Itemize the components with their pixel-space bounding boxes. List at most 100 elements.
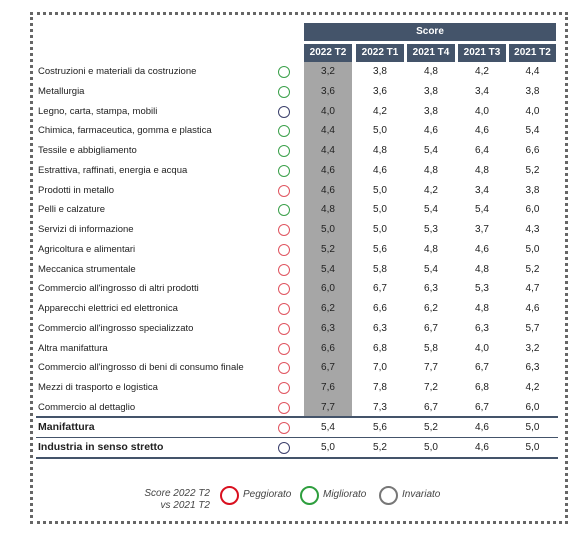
score-cell: 4,8 <box>373 145 387 157</box>
row-label: Manifattura <box>38 421 95 433</box>
score-cell: 3,7 <box>475 224 489 236</box>
row-label: Apparecchi elettrici ed elettronica <box>38 303 178 315</box>
score-cell: 4,7 <box>525 283 540 295</box>
row-label: Meccanica strumentale <box>38 263 136 275</box>
row-label: Tessile e abbigliamento <box>38 145 137 157</box>
score-cell: 4,2 <box>373 105 387 117</box>
status-circle <box>278 422 290 434</box>
frame <box>30 12 568 524</box>
score-cell: 5,3 <box>475 283 489 295</box>
score-cell: 4,3 <box>525 224 540 236</box>
legend-label: Invariato <box>402 489 441 500</box>
column-header: 2021 T3 <box>458 44 506 62</box>
status-circle <box>278 145 290 158</box>
score-cell: 5,2 <box>424 422 438 433</box>
score-cell: 3,4 <box>475 184 489 196</box>
score-cell: 6,6 <box>321 342 335 354</box>
legend-label: Peggiorato <box>243 489 292 500</box>
legend-label: Migliorato <box>323 489 367 500</box>
status-circle <box>278 164 290 177</box>
score-cell: 6,3 <box>424 283 438 295</box>
row-label: Servizi di informazione <box>38 224 134 236</box>
score-cell: 4,6 <box>475 442 489 453</box>
score-cell: 5,4 <box>321 422 335 433</box>
separator <box>36 457 558 459</box>
separator <box>36 437 558 438</box>
score-cell: 6,7 <box>321 362 335 374</box>
score-cell: 4,4 <box>321 125 335 137</box>
row-label: Mezzi di trasporto e logistica <box>38 382 158 394</box>
status-circle <box>278 342 290 355</box>
status-circle <box>278 224 290 237</box>
score-cell: 4,8 <box>424 66 438 77</box>
status-circle <box>278 283 290 296</box>
score-cell: 6,3 <box>475 322 489 334</box>
status-circle <box>278 85 290 98</box>
score-cell: 5,2 <box>525 263 540 275</box>
row-label: Commercio al dettaglio <box>38 401 136 413</box>
column-header: 2021 T4 <box>407 44 455 62</box>
status-circle <box>278 382 290 395</box>
score-cell: 7,0 <box>373 362 387 374</box>
score-cell: 6,3 <box>525 362 540 374</box>
score-cell: 5,0 <box>321 224 335 236</box>
score-cell: 6,4 <box>475 145 489 157</box>
score-cell: 5,2 <box>321 243 335 255</box>
score-cell: 5,4 <box>321 263 335 275</box>
score-cell: 4,6 <box>525 303 540 315</box>
score-cell: 6,7 <box>475 362 489 374</box>
score-cell: 5,6 <box>373 243 387 255</box>
super-header: Score <box>304 23 556 41</box>
legend-title-line: Score 2022 T2 <box>144 488 210 499</box>
score-cell: 3,4 <box>475 85 489 97</box>
score-cell: 5,2 <box>525 164 540 176</box>
score-cell: 4,6 <box>424 125 438 137</box>
score-cell: 4,0 <box>475 342 489 354</box>
row-label: Commercio all'ingrosso di beni di consum… <box>38 362 244 374</box>
score-cell: 4,6 <box>475 422 489 433</box>
score-cell: 6,3 <box>321 322 335 334</box>
score-cell: 5,0 <box>525 442 540 453</box>
row-label: Metallurgia <box>38 85 85 97</box>
status-circle <box>278 362 290 375</box>
score-cell: 4,4 <box>321 145 335 157</box>
status-circle <box>278 125 290 138</box>
highlight-column <box>304 62 352 417</box>
legend-circle <box>379 486 398 505</box>
status-circle <box>278 204 290 217</box>
score-cell: 6,3 <box>373 322 387 334</box>
score-cell: 4,2 <box>424 184 438 196</box>
score-cell: 4,0 <box>475 105 489 117</box>
separator <box>36 416 558 418</box>
score-cell: 3,8 <box>424 105 438 117</box>
score-cell: 4,6 <box>475 125 489 137</box>
score-cell: 6,2 <box>321 303 335 315</box>
score-cell: 6,7 <box>475 401 489 413</box>
row-label: Altra manifattura <box>38 342 108 354</box>
row-label: Commercio all'ingrosso specializzato <box>38 322 194 334</box>
score-cell: 6,7 <box>424 322 438 334</box>
score-cell: 4,8 <box>475 303 489 315</box>
score-cell: 5,0 <box>373 184 387 196</box>
column-header: 2021 T2 <box>509 44 556 62</box>
score-cell: 4,6 <box>475 243 489 255</box>
row-label: Commercio all'ingrosso di altri prodotti <box>38 283 199 295</box>
score-cell: 4,2 <box>475 66 489 77</box>
score-cell: 6,7 <box>373 283 387 295</box>
score-cell: 5,0 <box>373 224 387 236</box>
legend-circle <box>220 486 239 505</box>
score-cell: 6,7 <box>424 401 438 413</box>
score-cell: 6,0 <box>321 283 335 295</box>
legend-title: Score 2022 T2 vs 2021 T2 <box>120 488 210 512</box>
score-cell: 7,7 <box>321 401 335 413</box>
score-cell: 7,8 <box>373 382 387 394</box>
status-circle <box>278 303 290 316</box>
score-cell: 5,6 <box>373 422 387 433</box>
score-cell: 4,8 <box>475 164 489 176</box>
row-label: Prodotti in metallo <box>38 184 115 196</box>
score-cell: 5,0 <box>525 422 540 433</box>
score-cell: 3,8 <box>525 184 540 196</box>
row-label: Estrattiva, raffinati, energia e acqua <box>38 164 188 176</box>
score-cell: 7,3 <box>373 401 387 413</box>
column-header: 2022 T1 <box>356 44 404 62</box>
